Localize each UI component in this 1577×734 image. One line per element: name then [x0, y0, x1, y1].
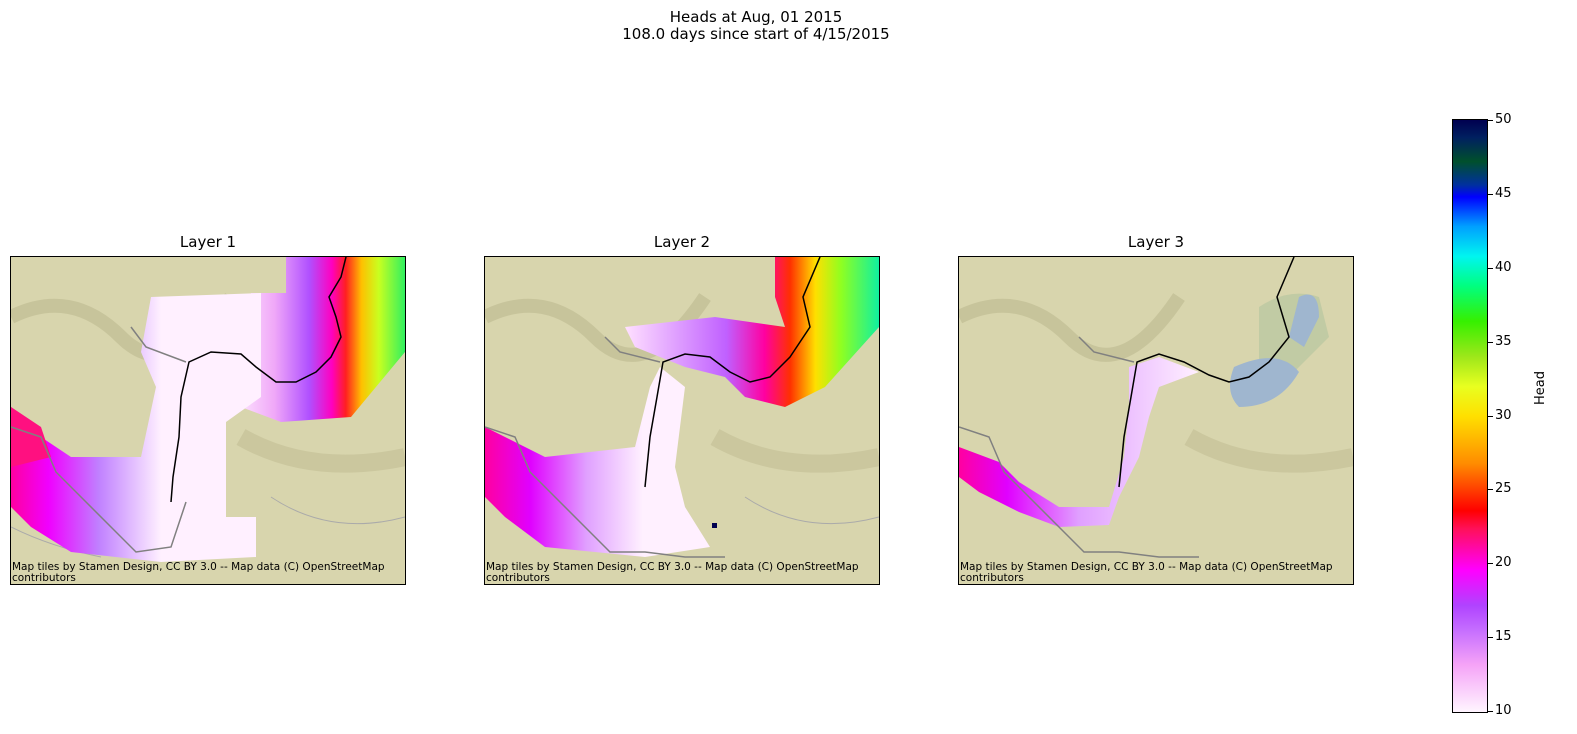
figure-title-line-2: 108.0 days since start of 4/15/2015	[622, 25, 890, 43]
river-cells-layer-3	[959, 257, 1295, 558]
colorbar-tick-label-40: 40	[1495, 259, 1512, 275]
colorbar-tick-25	[1487, 489, 1493, 491]
attribution-text-layer-2: Map tiles by Stamen Design, CC BY 3.0 --…	[486, 561, 859, 584]
river-cells-layer-2	[485, 257, 821, 558]
colorbar	[1452, 119, 1488, 713]
panel-title-layer-3: Layer 3	[1127, 233, 1185, 251]
colorbar-label: Head	[1533, 371, 1548, 405]
pond-shape	[1289, 294, 1319, 347]
outlier-cell-layer-2	[712, 523, 717, 528]
colorbar-tick-label-15: 15	[1495, 629, 1512, 645]
head-field-layer-3	[959, 357, 1199, 527]
map-panel-layer-2[interactable]: Map tiles by Stamen Design, CC BY 3.0 --…	[484, 256, 880, 585]
colorbar-tick-50	[1487, 120, 1493, 121]
colorbar-tick-label-30: 30	[1495, 407, 1512, 423]
colorbar-tick-label-35: 35	[1495, 333, 1512, 349]
panel-title-layer-1: Layer 1	[179, 233, 237, 251]
attribution-text-layer-1: Map tiles by Stamen Design, CC BY 3.0 --…	[12, 561, 385, 584]
map-panel-layer-3[interactable]: Map tiles by Stamen Design, CC BY 3.0 --…	[958, 256, 1354, 585]
colorbar-tick-40	[1487, 267, 1493, 269]
figure-title-line-1: Heads at Aug, 01 2015	[669, 8, 843, 26]
map-canvas-layer-2	[485, 257, 879, 584]
colorbar-tick-label-50: 50	[1495, 112, 1512, 127]
lake-shape	[1230, 358, 1299, 407]
basemap-layer-3	[959, 257, 1353, 584]
colorbar-tick-45	[1487, 193, 1493, 195]
panel-title-layer-2: Layer 2	[653, 233, 711, 251]
colorbar-tick-20	[1487, 563, 1493, 565]
attribution-text-layer-3: Map tiles by Stamen Design, CC BY 3.0 --…	[960, 561, 1333, 584]
map-canvas-layer-1	[11, 257, 405, 584]
colorbar-tick-label-20: 20	[1495, 555, 1512, 571]
map-panel-layer-1[interactable]: Map tiles by Stamen Design, CC BY 3.0 --…	[10, 256, 406, 585]
colorbar-tick-label-25: 25	[1495, 481, 1512, 497]
river-cells-layer-1	[11, 257, 347, 553]
colorbar-tick-10	[1487, 711, 1493, 712]
colorbar-tick-35	[1487, 341, 1493, 343]
colorbar-tick-30	[1487, 415, 1493, 417]
map-canvas-layer-3	[959, 257, 1353, 584]
colorbar-tick-label-45: 45	[1495, 185, 1512, 201]
colorbar-tick-label-10: 10	[1495, 703, 1512, 718]
colorbar-tick-15	[1487, 637, 1493, 639]
